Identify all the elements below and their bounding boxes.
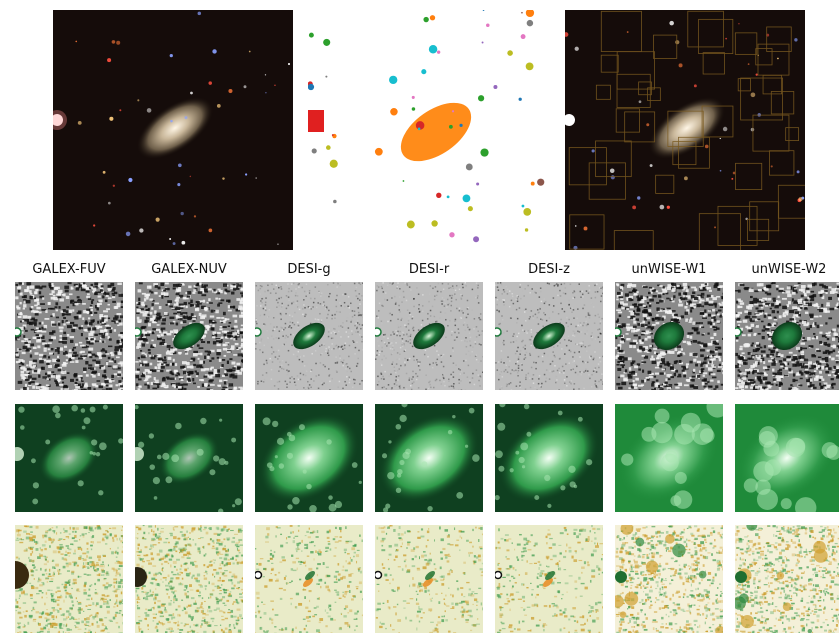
residual-panel-desi-r	[375, 525, 483, 633]
model-panel-desi-z	[495, 404, 603, 512]
data-panel-desi-r	[375, 282, 483, 390]
color-image-with-boxes-panel	[565, 10, 805, 250]
band-label-desi-g: DESI-g	[249, 262, 369, 278]
residual-panel-desi-g	[255, 525, 363, 633]
data-panel-desi-z	[495, 282, 603, 390]
band-label-galex-fuv: GALEX-FUV	[9, 262, 129, 278]
model-panel-unwise-w2	[735, 404, 839, 512]
band-label-galex-nuv: GALEX-NUV	[129, 262, 249, 278]
color-image	[53, 10, 293, 250]
data-panel-desi-g	[255, 282, 363, 390]
model-panel-galex-fuv	[15, 404, 123, 512]
band-label-unwise-w1: unWISE-W1	[609, 262, 729, 278]
segmentation-mask	[308, 10, 548, 250]
band-label-desi-r: DESI-r	[369, 262, 489, 278]
model-panel-galex-nuv	[135, 404, 243, 512]
band-label-unwise-w2: unWISE-W2	[729, 262, 839, 278]
color-image-panel	[53, 10, 293, 250]
data-panel-galex-nuv	[135, 282, 243, 390]
residual-panel-unwise-w1	[615, 525, 723, 633]
color-image-with-boxes	[565, 10, 805, 250]
residual-panel-galex-fuv	[15, 525, 123, 633]
data-panel-galex-fuv	[15, 282, 123, 390]
segmentation-mask-panel	[308, 10, 548, 250]
data-panel-unwise-w1	[615, 282, 723, 390]
residual-panel-galex-nuv	[135, 525, 243, 633]
residual-panel-unwise-w2	[735, 525, 839, 633]
residual-panel-desi-z	[495, 525, 603, 633]
model-panel-desi-r	[375, 404, 483, 512]
model-panel-unwise-w1	[615, 404, 723, 512]
model-panel-desi-g	[255, 404, 363, 512]
data-panel-unwise-w2	[735, 282, 839, 390]
band-label-desi-z: DESI-z	[489, 262, 609, 278]
